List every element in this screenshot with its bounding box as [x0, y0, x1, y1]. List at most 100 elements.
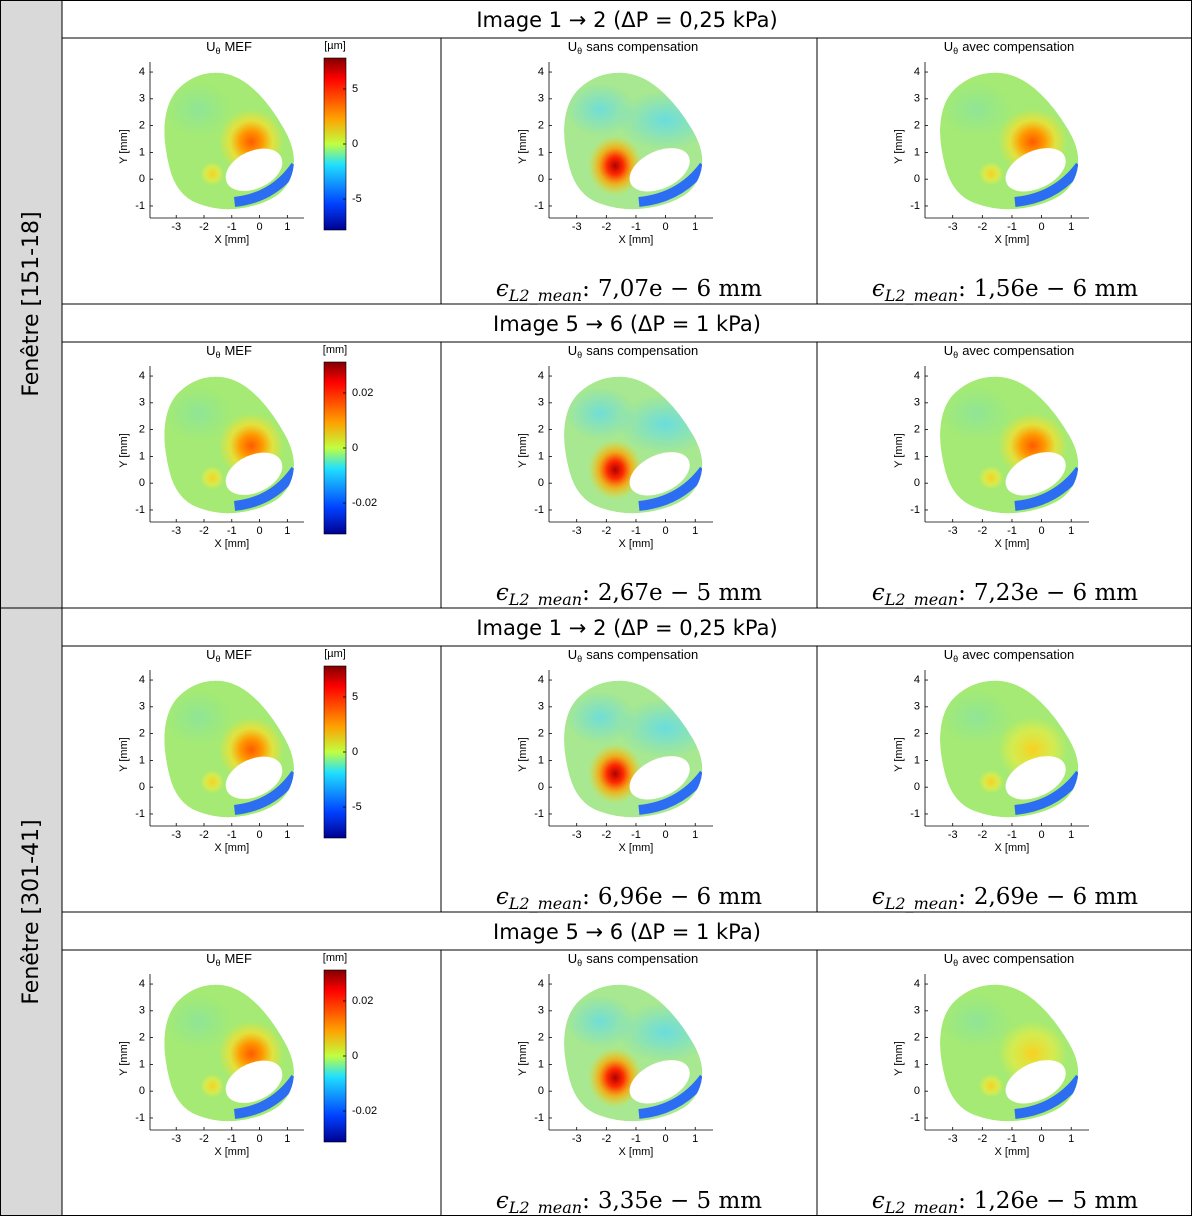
x-tick-label: 0: [1039, 221, 1045, 233]
y-tick-label: 0: [914, 173, 920, 185]
x-tick-label: -1: [631, 829, 641, 841]
error-text: ϵL2_mean: 7,23e − 6 mm: [872, 580, 1138, 609]
y-axis-label: Y [mm]: [893, 129, 905, 164]
x-tick-label: -2: [199, 829, 209, 841]
title-symbol: U: [568, 951, 577, 966]
heatmap-hot: [588, 439, 643, 500]
title-symbol: U: [206, 647, 215, 662]
y-tick-label: 0: [139, 1085, 145, 1097]
x-axis-label: X [mm]: [619, 842, 654, 854]
x-tick-label: -2: [977, 525, 987, 537]
y-tick-label: -1: [135, 1112, 145, 1124]
error-symbol: ϵ: [872, 580, 885, 606]
x-tick-label: 0: [256, 221, 262, 233]
heatmap-cool: [165, 386, 232, 441]
y-axis-label: Y [mm]: [517, 1041, 529, 1076]
y-tick-label: 2: [538, 120, 544, 132]
plot-title: Uθ avec compensation: [944, 951, 1074, 968]
error-text: ϵL2_mean: 2,69e − 6 mm: [872, 884, 1138, 913]
x-tick-label: 1: [284, 1133, 290, 1145]
x-tick-label: -2: [601, 1133, 611, 1145]
title-subscript: θ: [953, 46, 958, 56]
x-axis-label: X [mm]: [619, 538, 654, 550]
heatmap-band: [638, 466, 703, 511]
y-tick-label: 4: [914, 370, 920, 382]
heatmap-cool: [617, 394, 703, 455]
y-axis-label: Y [mm]: [517, 433, 529, 468]
y-axis-label: Y [mm]: [893, 737, 905, 772]
y-tick-label: 4: [139, 978, 145, 990]
heatmap-warm: [200, 465, 225, 490]
window-label: Fenêtre [151-18]: [19, 211, 44, 396]
title-symbol: U: [568, 39, 577, 54]
hole: [1005, 1060, 1066, 1104]
x-axis-label: X [mm]: [995, 234, 1030, 246]
hole: [629, 756, 690, 800]
error-text: ϵL2_mean: 1,26e − 5 mm: [872, 1188, 1138, 1216]
heatmap: [564, 72, 703, 210]
error-value: 1,26e − 5 mm: [974, 1188, 1138, 1214]
x-tick-label: -3: [572, 1133, 582, 1145]
colorbar-tick-label: 0.02: [352, 387, 373, 399]
x-tick-label: 0: [663, 221, 669, 233]
error-separator: :: [582, 580, 590, 606]
y-tick-label: 0: [139, 781, 145, 793]
x-axis-label: X [mm]: [214, 538, 249, 550]
error-separator: :: [958, 1188, 966, 1214]
heatmap-band: [638, 162, 703, 207]
y-tick-label: 0: [914, 781, 920, 793]
error-subscript: L2_mean: [884, 1198, 958, 1216]
colorbar-tick-label: -5: [352, 193, 362, 205]
x-tick-label: 1: [692, 829, 698, 841]
error-subscript: L2_mean: [508, 590, 582, 609]
error-separator: :: [582, 884, 590, 910]
x-tick-label: -3: [948, 525, 958, 537]
title-symbol: U: [206, 343, 215, 358]
plot-title: Uθ MEF: [206, 951, 252, 968]
y-tick-label: 3: [914, 93, 920, 105]
y-tick-label: 2: [914, 728, 920, 740]
y-tick-label: 4: [914, 674, 920, 686]
y-axis-label: Y [mm]: [118, 433, 130, 468]
y-tick-label: 1: [914, 450, 920, 462]
y-tick-label: 0: [538, 781, 544, 793]
plot-title: Uθ MEF: [206, 39, 252, 56]
x-tick-label: -1: [1007, 525, 1017, 537]
y-tick-label: 3: [139, 1005, 145, 1017]
hole: [1005, 756, 1066, 800]
x-tick-label: 0: [1039, 525, 1045, 537]
error-symbol: ϵ: [872, 884, 885, 910]
heatmap: [940, 72, 1079, 210]
x-tick-label: -3: [572, 525, 582, 537]
title-text: avec compensation: [962, 647, 1074, 662]
error-text: ϵL2_mean: 2,67e − 5 mm: [496, 580, 762, 609]
y-tick-label: -1: [910, 1112, 920, 1124]
y-tick-label: 1: [139, 146, 145, 158]
y-tick-label: 4: [914, 978, 920, 990]
y-tick-label: 3: [139, 701, 145, 713]
heatmap: [164, 72, 294, 210]
y-axis-label: Y [mm]: [517, 737, 529, 772]
y-tick-label: 3: [914, 397, 920, 409]
y-axis-label: Y [mm]: [118, 737, 130, 772]
heatmap-cool: [617, 1002, 703, 1063]
x-tick-label: -1: [631, 221, 641, 233]
error-separator: :: [958, 580, 966, 606]
colorbar-tick-label: 0: [352, 442, 358, 454]
title-text: avec compensation: [962, 343, 1074, 358]
y-tick-label: 1: [139, 450, 145, 462]
y-tick-label: 1: [538, 754, 544, 766]
x-tick-label: -1: [227, 829, 237, 841]
colorbar-tick-label: 0: [352, 138, 358, 150]
title-symbol: U: [568, 343, 577, 358]
y-tick-label: 1: [914, 146, 920, 158]
heatmap-cool: [941, 994, 1012, 1049]
plot-title: Uθ sans compensation: [568, 39, 698, 56]
colorbar-tick-label: -0.02: [352, 1105, 377, 1117]
title-symbol: U: [944, 647, 953, 662]
title-subscript: θ: [215, 46, 220, 56]
x-tick-label: -1: [227, 221, 237, 233]
y-axis-label: Y [mm]: [517, 129, 529, 164]
error-value: 2,67e − 5 mm: [598, 580, 762, 606]
y-tick-label: 4: [538, 674, 544, 686]
